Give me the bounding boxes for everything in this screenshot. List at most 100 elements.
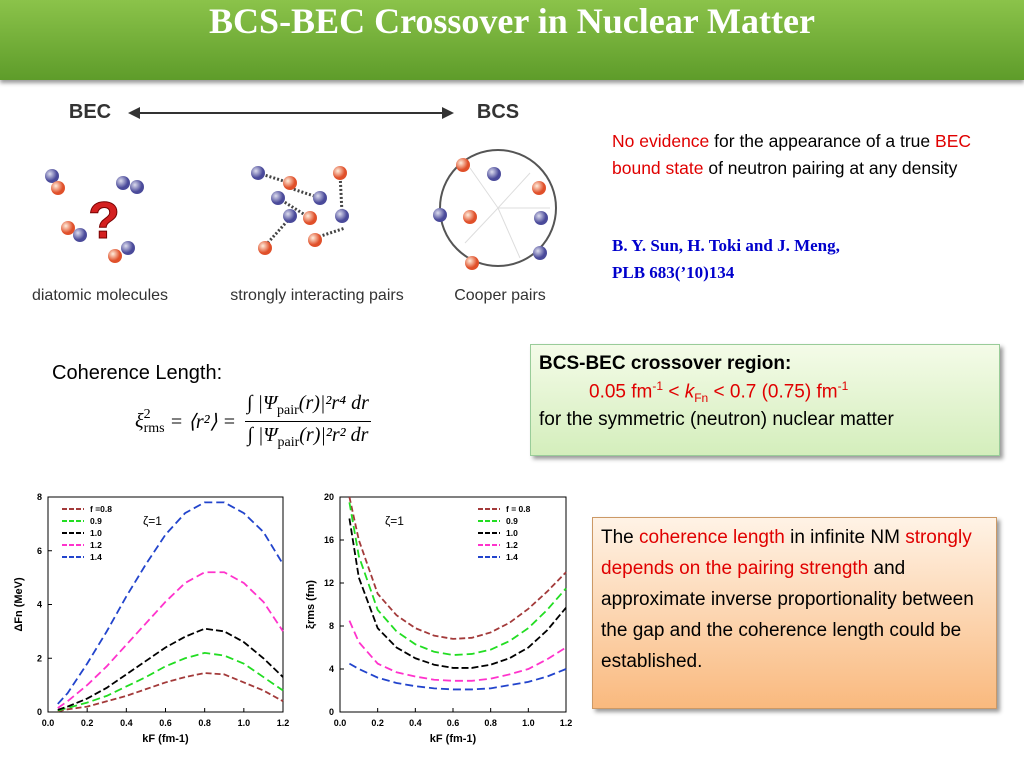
legend-label: 1.2 (90, 540, 102, 550)
y-tick-label: 8 (329, 621, 334, 631)
bcs-label: BCS (477, 101, 519, 123)
box-range: 0.05 fm-1 < kFn < 0.7 (0.75) fm-1 (589, 379, 999, 405)
legend-label: f =0.8 (90, 504, 112, 514)
chart-background (28, 482, 580, 760)
question-mark: ? (88, 192, 120, 250)
legend-label: 1.0 (506, 528, 518, 538)
x-tick-label: 0.6 (159, 718, 172, 728)
y-tick-label: 2 (37, 653, 42, 663)
y-tick-label: 16 (324, 535, 334, 545)
bec-label: BEC (69, 101, 111, 123)
y-axis-label: ΔFn (MeV) (13, 577, 25, 632)
series-line (57, 651, 284, 712)
caption: Cooper pairs (454, 287, 546, 304)
y-tick-label: 6 (37, 546, 42, 556)
molecules: ? (45, 169, 144, 263)
range-part: < (663, 381, 685, 403)
x-tick-label: 1.2 (560, 718, 573, 728)
y-tick-label: 12 (324, 578, 334, 588)
y-tick-label: 20 (324, 492, 334, 502)
text-part: of neutron pairing at any density (703, 158, 958, 178)
charts: 0.0 0.2 0.4 0.6 0.8 1.0 1.2 0 2 4 6 8 kF (fm-1) ΔFn (… (13, 482, 580, 760)
legend-label: 0.9 (506, 516, 518, 526)
reference: B. Y. Sun, H. Toki and J. Meng, PLB 683(… (612, 232, 840, 286)
x-tick-label: 0.0 (42, 718, 55, 728)
range-part: k (684, 381, 695, 403)
note: No evidence for the appearance of a true… (612, 128, 982, 182)
legend-label: 1.0 (90, 528, 102, 538)
text-part: strongly depends on the pairing strength (601, 527, 977, 579)
formula-part: 2 (143, 406, 151, 422)
text-part: and approximate inverse proportionality … (601, 558, 980, 672)
series-line (348, 620, 567, 682)
text-part: BEC bound state (612, 131, 976, 178)
text-part: in infinite NM (784, 527, 906, 548)
x-tick-label: 1.2 (277, 718, 290, 728)
y-tick-label: 4 (329, 664, 334, 674)
range-part: < 0.7 (0.75) fm (708, 381, 838, 403)
series-line (348, 496, 567, 640)
cooper-circle (433, 149, 557, 270)
x-tick-label: 0.8 (484, 718, 497, 728)
x-tick-label: 0.6 (447, 718, 460, 728)
legend-label: 0.9 (90, 516, 102, 526)
formula: ξ 2 rms = ⟨r²⟩ = ∫ |Ψpair(r)|²r⁴ dr ∫ |Ψpa… (135, 392, 371, 451)
x-tick-label: 0.2 (371, 718, 384, 728)
conclusion-box: The coherence length in infinite NM stro… (592, 517, 997, 709)
x-tick-label: 0.2 (81, 718, 94, 728)
range-part: -1 (652, 379, 664, 393)
series-line (348, 518, 567, 669)
box-heading: BCS-BEC crossover region: (539, 353, 792, 374)
formula-part: pair (277, 403, 299, 418)
legend-label: f = 0.8 (506, 504, 531, 514)
text-part: coherence length (639, 527, 785, 548)
text-part: for the appearance of a true (709, 131, 936, 151)
x-tick-label: 0.4 (120, 718, 133, 728)
x-tick-label: 1.0 (238, 718, 251, 728)
y-tick-label: 8 (37, 492, 42, 502)
bec-bcs-diagram: BEC BCS ? diatomic molecules strongly in… (32, 101, 557, 304)
legend-label: 1.2 (506, 540, 518, 550)
y-axis-label: ξrms (fm) (305, 580, 317, 629)
formula-part: (r)|²r² dr (299, 424, 369, 446)
range-part: 0.05 fm (589, 381, 653, 403)
y-tick-label: 0 (37, 707, 42, 717)
formula-part: pair (277, 435, 300, 450)
x-tick-label: 0.4 (409, 718, 422, 728)
series-line (57, 571, 284, 709)
range-part: -1 (837, 379, 849, 393)
caption: diatomic molecules (32, 287, 168, 304)
text-part: The (601, 527, 640, 548)
series-line (57, 627, 284, 711)
series-line (57, 501, 284, 705)
reference-line: PLB 683(’10)134 (612, 263, 735, 282)
formula-part: ∫ |Ψ (246, 392, 278, 414)
series-line (348, 502, 567, 656)
formula-part: ∫ |Ψ (247, 424, 278, 446)
range-part: Fn (694, 391, 709, 406)
caption: strongly interacting pairs (230, 287, 403, 304)
crossover-box: BCS-BEC crossover region: 0.05 fm-1 < kF… (530, 344, 1000, 456)
annotation: ζ=1 (385, 514, 404, 528)
formula-part: rms (143, 420, 165, 436)
title-bar: BCS-BEC Crossover in Nuclear Matter (0, 0, 1024, 80)
x-axis-label: kF (fm-1) (430, 733, 477, 745)
series-line (57, 672, 284, 713)
legend-label: 1.4 (506, 552, 518, 562)
reference-line: B. Y. Sun, H. Toki and J. Meng, (612, 236, 840, 255)
y-tick-label: 0 (329, 707, 334, 717)
slide-title: BCS-BEC Crossover in Nuclear Matter (209, 1, 815, 41)
formula-part: = ⟨r²⟩ = (164, 411, 241, 433)
x-tick-label: 1.0 (522, 718, 535, 728)
series-line (348, 662, 567, 691)
x-axis-label: kF (fm-1) (142, 733, 189, 745)
y-tick-label: 4 (37, 600, 42, 610)
coherence-label: Coherence Length: (52, 362, 223, 384)
pairs (251, 166, 349, 255)
formula-part: (r)|²r⁴ dr (298, 392, 369, 414)
x-tick-label: 0.0 (334, 718, 347, 728)
text-part: No evidence (612, 131, 710, 151)
formula-part: ξ (135, 410, 144, 432)
legend-label: 1.4 (90, 552, 102, 562)
x-tick-label: 0.8 (198, 718, 211, 728)
